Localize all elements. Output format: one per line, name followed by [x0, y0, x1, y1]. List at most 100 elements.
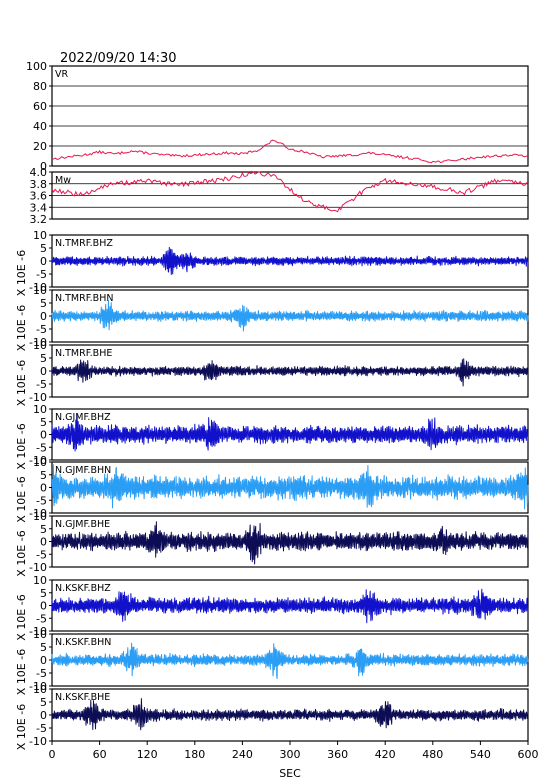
- y-tick-label: 40: [33, 120, 47, 133]
- x-tick-label: 600: [518, 748, 539, 761]
- y-tick-label: -5: [36, 323, 47, 336]
- waveform-line: [51, 299, 529, 332]
- x-tick-label: 0: [49, 748, 56, 761]
- series-line: [51, 171, 529, 213]
- y-tick-label: -10: [29, 680, 47, 693]
- waveform-line: [51, 413, 529, 452]
- y-tick-label: -5: [36, 722, 47, 735]
- y-tick-label: 10: [33, 403, 47, 416]
- y-tick-label: 20: [33, 140, 47, 153]
- y-tick-label: 0: [40, 709, 47, 722]
- panel-label: N.GJMF.BHN: [55, 465, 111, 476]
- y-unit-label: X 10E -6: [15, 649, 28, 695]
- panel-label: N.KSKF.BHZ: [55, 583, 111, 594]
- panel-frame: [51, 65, 529, 167]
- waveform-line: [51, 521, 529, 565]
- y-tick-label: 10: [33, 628, 47, 641]
- y-tick-label: 10: [33, 339, 47, 352]
- y-tick-label: 60: [33, 100, 47, 113]
- header-datetime: 2022/09/20 14:30: [60, 51, 177, 66]
- y-tick-label: -10: [29, 281, 47, 294]
- x-tick-label: 420: [375, 748, 396, 761]
- x-tick-label: 180: [184, 748, 205, 761]
- y-tick-label: -10: [29, 454, 47, 467]
- y-tick-label: 3.8: [30, 178, 48, 191]
- y-unit-label: X 10E -6: [15, 360, 28, 406]
- panel-mw: 3.23.43.63.84.0 Mw: [30, 166, 529, 226]
- y-tick-label: -10: [29, 735, 47, 748]
- waveform-line: [51, 588, 529, 624]
- y-tick-label: 0: [40, 429, 47, 442]
- y-tick-label: 3.2: [30, 213, 48, 226]
- y-tick-label: -5: [36, 612, 47, 625]
- y-tick-label: 5: [40, 587, 47, 600]
- y-unit-label: X 10E -6: [15, 476, 28, 522]
- waveform-line: [51, 246, 529, 275]
- y-tick-label: 0: [40, 536, 47, 549]
- y-tick-label: 5: [40, 696, 47, 709]
- x-tick-label: 540: [470, 748, 491, 761]
- x-axis-label: SEC: [279, 767, 301, 780]
- y-tick-label: 80: [33, 80, 47, 93]
- y-tick-label: 0: [40, 365, 47, 378]
- panel-label: N.TMRF.BHZ: [55, 238, 113, 249]
- panel-label: N.GJMF.BHZ: [55, 412, 111, 423]
- series-line: [51, 139, 529, 164]
- y-tick-label: 10: [33, 284, 47, 297]
- y-tick-label: 5: [40, 297, 47, 310]
- y-tick-label: 3.4: [30, 201, 48, 214]
- y-tick-label: -10: [29, 625, 47, 638]
- y-tick-label: 5: [40, 523, 47, 536]
- y-tick-label: -5: [36, 378, 47, 391]
- y-unit-label: X 10E -6: [15, 530, 28, 576]
- y-tick-label: 100: [26, 60, 47, 73]
- y-tick-label: 5: [40, 641, 47, 654]
- y-tick-label: 0: [40, 255, 47, 268]
- x-tick-label: 360: [327, 748, 348, 761]
- y-tick-label: 0: [40, 482, 47, 495]
- panel-label: N.KSKF.BHE: [55, 692, 110, 703]
- y-tick-label: 5: [40, 469, 47, 482]
- x-tick-label: 240: [232, 748, 253, 761]
- x-tick-label: 60: [93, 748, 107, 761]
- y-tick-label: 0: [40, 654, 47, 667]
- waveform-line: [51, 464, 529, 510]
- waveform-line: [51, 358, 529, 387]
- y-tick-label: -5: [36, 667, 47, 680]
- chart-panels: 020406080100VR3.23.43.63.84.0Mw1050-5-10…: [15, 60, 529, 750]
- y-tick-label: 10: [33, 229, 47, 242]
- x-tick-label: 480: [422, 748, 443, 761]
- y-unit-label: X 10E -6: [15, 704, 28, 750]
- y-tick-label: 4.0: [30, 166, 48, 179]
- y-unit-label: X 10E -6: [15, 250, 28, 296]
- y-tick-label: 10: [33, 683, 47, 696]
- panel-label: Mw: [55, 175, 71, 186]
- y-tick-label: 10: [33, 574, 47, 587]
- panel-label: VR: [55, 69, 68, 80]
- y-tick-label: 5: [40, 352, 47, 365]
- y-unit-label: X 10E -6: [15, 305, 28, 351]
- y-tick-label: 3.6: [30, 190, 48, 203]
- y-tick-label: -10: [29, 391, 47, 404]
- y-tick-label: -5: [36, 441, 47, 454]
- y-tick-label: 10: [33, 456, 47, 469]
- y-unit-label: X 10E -6: [15, 423, 28, 469]
- y-tick-label: -10: [29, 507, 47, 520]
- panel-label: N.GJMF.BHE: [55, 519, 110, 530]
- x-tick-label: 300: [280, 748, 301, 761]
- x-axis: 0 60 120 180 240 300 360 420 480 540 600: [49, 741, 539, 761]
- x-tick-label: 120: [137, 748, 158, 761]
- y-tick-label: 0: [40, 160, 47, 173]
- panel-label: N.TMRF.BHN: [55, 293, 113, 304]
- y-tick-label: -5: [36, 494, 47, 507]
- waveform-line: [51, 698, 529, 731]
- panel-label: N.TMRF.BHE: [55, 348, 112, 359]
